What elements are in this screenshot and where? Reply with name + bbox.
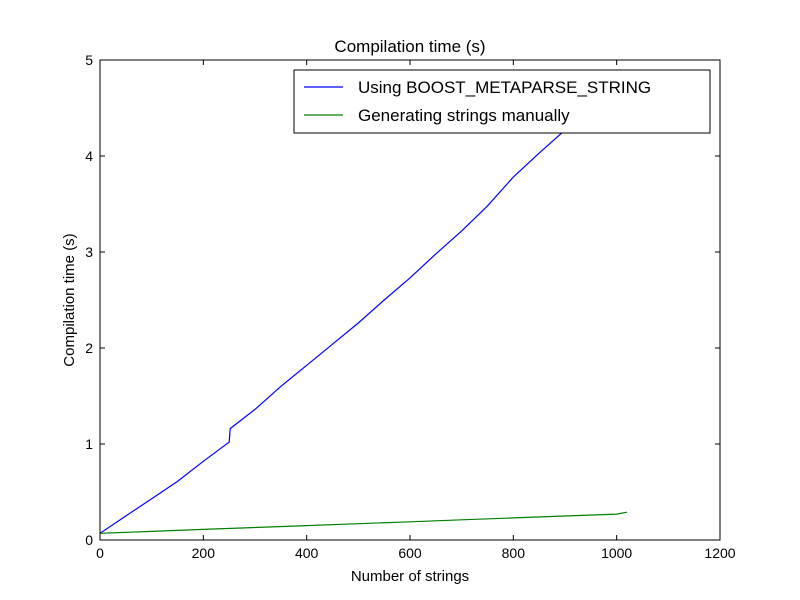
legend-box <box>293 69 711 134</box>
y-tick-label: 3 <box>85 244 93 260</box>
legend-label-blue: Using BOOST_METAPARSE_STRING <box>358 78 651 97</box>
series-line-metaparse-string <box>100 71 628 534</box>
x-tick-label: 0 <box>96 545 104 561</box>
series-line-manual-strings <box>100 511 628 534</box>
y-tick-label: 4 <box>85 148 93 164</box>
legend: Using BOOST_METAPARSE_STRING Generating … <box>293 69 711 134</box>
y-axis-label: Compilation time (s) <box>61 233 78 366</box>
y-tick-label: 2 <box>85 340 93 356</box>
x-tick-label: 1200 <box>704 545 735 561</box>
x-tick-label: 400 <box>295 545 319 561</box>
y-tick-label: 0 <box>85 532 93 548</box>
series-layer <box>100 71 628 534</box>
y-tick-label: 5 <box>85 52 93 68</box>
y-tick-label: 1 <box>85 436 93 452</box>
x-axis-label: Number of strings <box>351 568 469 585</box>
chart-title: Compilation time (s) <box>334 37 485 56</box>
legend-label-green: Generating strings manually <box>358 106 570 125</box>
x-tick-label: 200 <box>192 545 216 561</box>
x-tick-label: 1000 <box>601 545 632 561</box>
x-tick-label: 600 <box>398 545 422 561</box>
ticks-layer: 0 200 400 600 800 1000 1200 0 1 2 3 4 5 <box>85 52 736 561</box>
x-tick-label: 800 <box>502 545 526 561</box>
plot-frame <box>99 59 721 541</box>
